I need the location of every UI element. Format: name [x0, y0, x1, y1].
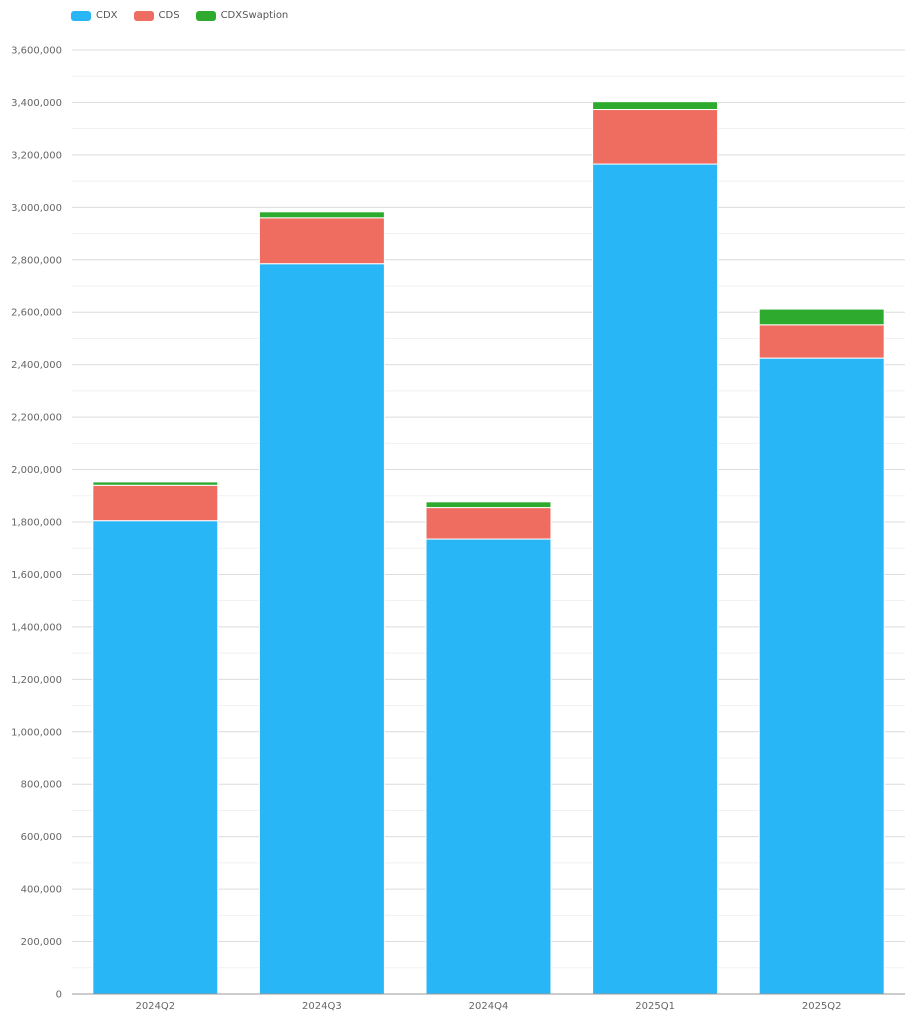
x-tick-label: 2024Q2	[135, 1001, 175, 1012]
bar-cds-2024q2[interactable]	[92, 484, 219, 522]
bar-cdx-2025q2[interactable]	[758, 357, 885, 995]
bar-cds-2025q2[interactable]	[758, 324, 885, 359]
legend-swatch-cdx	[71, 10, 91, 21]
y-tick-label: 1,600,000	[11, 570, 62, 581]
y-tick-label: 2,000,000	[11, 465, 62, 476]
y-tick-label: 3,000,000	[11, 203, 62, 214]
y-tick-label: 800,000	[21, 780, 62, 791]
bar-cdxswaption-2024q3[interactable]	[258, 211, 385, 219]
y-tick-label: 1,800,000	[11, 518, 62, 529]
x-tick-label: 2024Q4	[469, 1001, 509, 1012]
bar-cds-2024q3[interactable]	[258, 217, 385, 265]
legend-label-cdxswaption: CDXSwaption	[220, 10, 289, 21]
legend-item-cds[interactable]: CDS	[133, 10, 180, 21]
bar-cdxswaption-2025q2[interactable]	[758, 308, 885, 326]
y-tick-label: 1,400,000	[11, 622, 62, 633]
y-tick-label: 2,600,000	[11, 308, 62, 319]
bar-cdxswaption-2024q2[interactable]	[92, 481, 219, 486]
y-tick-label: 3,200,000	[11, 150, 62, 161]
bars	[92, 101, 885, 995]
bar-cdx-2024q4[interactable]	[425, 538, 552, 995]
x-tick-label: 2025Q2	[802, 1001, 842, 1012]
bar-cds-2025q1[interactable]	[592, 109, 719, 165]
x-tick-label: 2024Q3	[302, 1001, 342, 1012]
x-tick-label: 2025Q1	[635, 1001, 675, 1012]
legend-label-cds: CDS	[158, 10, 180, 21]
y-tick-label: 2,200,000	[11, 413, 62, 424]
bar-cds-2024q4[interactable]	[425, 507, 552, 540]
y-tick-label: 600,000	[21, 832, 62, 843]
y-tick-label: 2,400,000	[11, 360, 62, 371]
y-tick-label: 200,000	[21, 937, 62, 948]
chart-legend: CDX CDS CDXSwaption	[71, 10, 304, 21]
y-tick-label: 1,000,000	[11, 727, 62, 738]
legend-swatch-cds	[133, 10, 154, 21]
y-tick-label: 2,800,000	[11, 255, 62, 266]
y-tick-label: 3,600,000	[11, 46, 62, 57]
legend-item-cdxswaption[interactable]: CDXSwaption	[195, 10, 289, 21]
bar-cdx-2025q1[interactable]	[592, 163, 719, 995]
axes: 0 200,000 400,000 600,000 800,000 1,000,000 1,…	[11, 46, 905, 1012]
bar-cdxswaption-2025q1[interactable]	[592, 101, 719, 111]
bar-cdx-2024q3[interactable]	[258, 263, 385, 995]
legend-swatch-cdxswaption	[195, 10, 216, 21]
y-tick-label: 0	[56, 990, 62, 1001]
y-tick-label: 400,000	[21, 885, 62, 896]
bar-cdx-2024q2[interactable]	[92, 520, 219, 995]
y-tick-label: 3,400,000	[11, 98, 62, 109]
bar-cdxswaption-2024q4[interactable]	[425, 501, 552, 509]
y-tick-label: 1,200,000	[11, 675, 62, 686]
legend-item-cdx[interactable]: CDX	[71, 10, 118, 21]
legend-label-cdx: CDX	[96, 10, 118, 21]
